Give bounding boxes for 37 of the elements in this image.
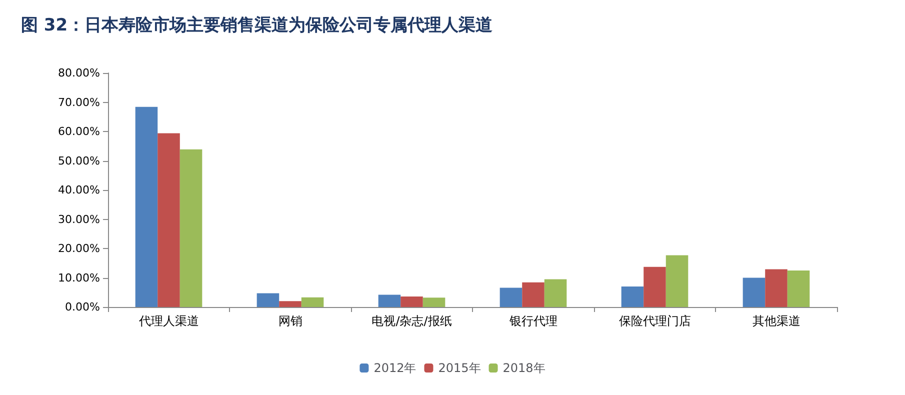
bar xyxy=(644,266,666,307)
y-tick-label: 10.00% xyxy=(58,271,100,284)
legend-label: 2018年 xyxy=(502,361,546,375)
y-tick-label: 70.00% xyxy=(58,96,100,109)
bar xyxy=(301,297,324,307)
y-tick-label: 20.00% xyxy=(58,242,100,255)
y-tick-label: 80.00% xyxy=(58,66,100,80)
y-tick-label: 0.00% xyxy=(65,300,100,314)
x-tick-label: 银行代理 xyxy=(508,314,558,328)
bar xyxy=(787,270,810,307)
x-tick-label: 保险代理门店 xyxy=(618,314,691,328)
y-tick-label: 40.00% xyxy=(58,184,100,196)
legend-label: 2012年 xyxy=(374,361,416,375)
bar xyxy=(522,282,544,307)
y-tick-label: 60.00% xyxy=(58,125,100,138)
bar xyxy=(621,286,644,307)
x-tick-label: 电视/杂志/报纸 xyxy=(372,314,452,328)
bar xyxy=(500,288,522,307)
bar xyxy=(135,106,158,307)
bar xyxy=(666,255,688,307)
bar xyxy=(742,278,766,307)
bar xyxy=(378,294,401,307)
legend-label: 2015年 xyxy=(438,361,481,375)
y-tick-label: 50.00% xyxy=(58,154,100,168)
bar xyxy=(158,133,180,307)
y-tick-label: 30.00% xyxy=(58,212,100,226)
chart-title: 图 32：日本寿险市场主要销售渠道为保险公司专属代理人渠道 xyxy=(21,16,493,36)
bar xyxy=(279,301,302,307)
x-tick-label: 网销 xyxy=(278,314,302,328)
bar xyxy=(544,279,567,307)
bar xyxy=(400,296,423,307)
bar xyxy=(765,269,788,307)
bar xyxy=(256,293,280,307)
bar xyxy=(180,149,202,307)
x-tick-label: 代理人渠道 xyxy=(138,314,199,328)
x-tick-label: 其他渠道 xyxy=(752,314,800,328)
bar xyxy=(422,298,446,307)
